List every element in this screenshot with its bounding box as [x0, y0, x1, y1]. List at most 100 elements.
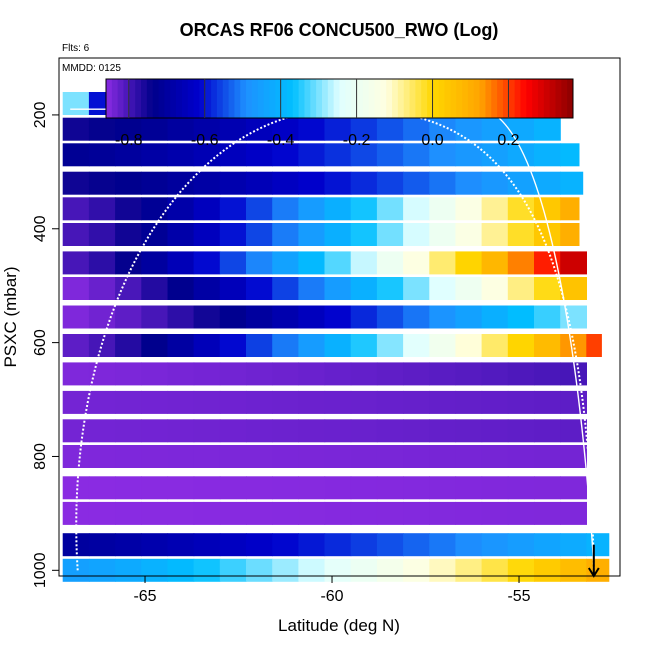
heatmap-cell — [115, 362, 142, 386]
colorbar-swatch — [438, 79, 446, 118]
heatmap-cell — [534, 197, 561, 221]
heatmap-cell — [324, 390, 352, 414]
heatmap-cell — [219, 533, 247, 557]
heatmap-cell — [115, 223, 142, 246]
heatmap-cell — [534, 533, 561, 557]
heatmap-cell — [350, 143, 378, 167]
heatmap-cell — [167, 334, 195, 357]
heatmap-cell — [167, 501, 195, 525]
heatmap-cell — [246, 501, 273, 525]
x-tick-label: -55 — [507, 588, 530, 605]
heatmap-cell — [350, 171, 378, 195]
colorbar-swatch — [561, 79, 568, 118]
colorbar-swatch — [333, 79, 340, 118]
heatmap-cell — [324, 143, 352, 167]
heatmap-cell — [246, 390, 273, 414]
heatmap-cell — [350, 277, 378, 300]
heatmap-cell — [62, 476, 90, 500]
heatmap-cell — [350, 223, 378, 246]
heatmap-cell — [193, 362, 221, 386]
heatmap-cell — [429, 533, 457, 557]
colorbar-swatch — [316, 79, 323, 118]
heatmap-cell — [403, 305, 430, 329]
colorbar-swatch — [555, 79, 562, 118]
colorbar-swatch — [228, 79, 235, 118]
heatmap-cell — [350, 117, 378, 141]
heatmap-cell — [403, 390, 430, 414]
colorbar-swatch — [479, 79, 486, 118]
colorbar-swatch — [269, 79, 276, 118]
heatmap-cell — [141, 334, 169, 357]
heatmap-cell — [324, 476, 352, 500]
colorbar-swatch — [257, 79, 265, 118]
heatmap-cell — [141, 251, 169, 275]
heatmap-cell — [167, 305, 195, 329]
colorbar-swatch — [187, 79, 195, 118]
heatmap-cell — [350, 362, 378, 386]
heatmap-cell — [455, 117, 483, 141]
colorbar-swatch — [240, 79, 247, 118]
heatmap-cell — [62, 445, 90, 468]
colorbar-swatch — [164, 79, 171, 118]
heatmap-cell — [429, 334, 457, 357]
heatmap-cell — [115, 419, 142, 443]
heatmap-cell — [324, 171, 352, 195]
heatmap-cell — [507, 305, 535, 329]
heatmap-cell — [219, 390, 247, 414]
heatmap-cell — [115, 143, 142, 167]
colorbar-swatch — [362, 79, 370, 118]
colorbar-swatch — [351, 79, 358, 118]
heatmap-cell — [272, 334, 299, 357]
colorbar-swatch — [222, 79, 230, 118]
colorbar-swatch — [368, 79, 376, 118]
heatmap-cell — [455, 390, 483, 414]
heatmap-cell — [167, 476, 195, 500]
heatmap-cell — [403, 476, 430, 500]
colorbar-swatch — [281, 79, 288, 118]
colorbar-swatch — [473, 79, 481, 118]
heatmap-cell — [62, 362, 90, 386]
colorbar-swatch — [497, 79, 504, 118]
heatmap-cell — [62, 305, 90, 329]
colorbar-swatch — [170, 79, 177, 118]
colorbar-swatch — [216, 79, 224, 118]
heatmap-cell — [167, 171, 195, 195]
heatmap-cell — [246, 305, 273, 329]
heatmap-cell — [272, 533, 299, 557]
heatmap-cell — [298, 476, 326, 500]
heatmap-cell — [350, 476, 378, 500]
heatmap-cell — [62, 277, 90, 300]
heatmap-cell — [376, 445, 404, 468]
heatmap-cell — [534, 305, 561, 329]
colorbar-swatch — [135, 79, 142, 118]
heatmap-cell — [141, 223, 169, 246]
plot-frame — [58, 57, 621, 577]
colorbar-swatch — [415, 79, 422, 118]
heatmap-cell — [429, 419, 457, 443]
heatmap-cell — [481, 117, 509, 141]
heatmap-cell — [376, 390, 404, 414]
heatmap-cell — [298, 419, 326, 443]
colorbar-swatch — [421, 79, 428, 118]
heatmap-cell — [246, 419, 273, 443]
heatmap-cell — [62, 197, 90, 221]
flight-track-solid — [70, 108, 595, 565]
flights-label: Flts: 6 — [62, 43, 90, 54]
colorbar-swatch — [485, 79, 492, 118]
heatmap-cell — [219, 223, 247, 246]
colorbar-swatch — [397, 79, 405, 118]
heatmap-cell — [324, 277, 352, 300]
heatmap-cell — [272, 277, 299, 300]
heatmap-cell — [534, 390, 561, 414]
heatmap-cell — [534, 419, 561, 443]
colorbar-swatch — [181, 79, 189, 118]
heatmap-cell — [141, 143, 169, 167]
heatmap-cell — [455, 197, 483, 221]
colorbar-swatch — [462, 79, 469, 118]
heatmap-cell — [534, 476, 561, 500]
heatmap-cell — [193, 197, 221, 221]
heatmap-cell — [62, 117, 90, 141]
heatmap-cell — [272, 390, 299, 414]
heatmap-cell — [219, 334, 247, 357]
heatmap-cell — [429, 501, 457, 525]
